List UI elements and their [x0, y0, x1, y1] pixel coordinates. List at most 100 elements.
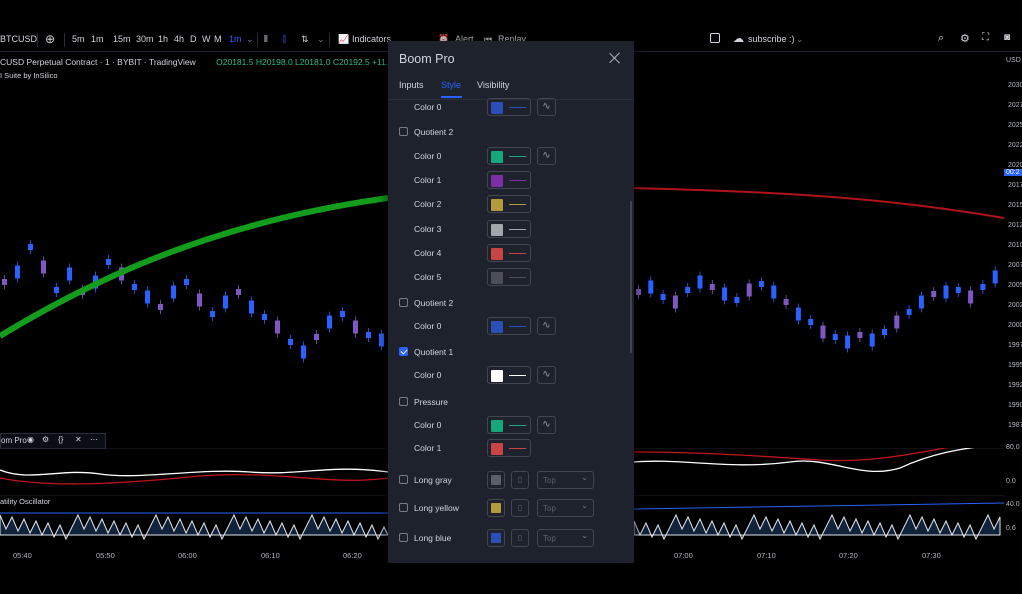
chevron-down-icon[interactable]: ⌄	[317, 34, 325, 44]
shape-color-picker[interactable]	[487, 471, 505, 489]
timeframe-15m[interactable]: 15m	[113, 34, 131, 44]
timeframe-w[interactable]: W	[202, 34, 211, 44]
price-tick: 2030	[1008, 82, 1022, 89]
osc2-tick: 40.0	[1006, 501, 1020, 508]
close-icon[interactable]	[608, 51, 622, 65]
shape-checkbox[interactable]	[399, 503, 408, 512]
eye-icon[interactable]: ◉	[27, 435, 34, 444]
price-tick: 2002	[1008, 302, 1022, 309]
volatility-oscillator-pane[interactable]	[0, 495, 1004, 547]
timeframe-5m[interactable]: 5m	[72, 34, 85, 44]
more-icon[interactable]: ⋯	[90, 435, 98, 444]
layout-square-icon[interactable]	[710, 33, 720, 43]
bar-style-icon[interactable]: ⫴	[264, 34, 268, 44]
line-style-icon[interactable]: ⇅	[301, 34, 309, 44]
symbol-button[interactable]: BTCUSD	[0, 34, 38, 44]
section-label: Quotient 1	[414, 347, 454, 357]
symbol-description: CUSD Perpetual Contract · 1 · BYBIT · Tr…	[0, 57, 196, 67]
currency-label: USD	[1006, 57, 1021, 64]
color-picker[interactable]	[487, 195, 531, 213]
shape-icon[interactable]: ▯	[511, 499, 529, 517]
color-row: Color 4	[388, 244, 634, 264]
position-select[interactable]: Top ⌄	[537, 499, 594, 517]
close-icon[interactable]: ✕	[75, 435, 82, 444]
color-label: Color 1	[414, 443, 442, 453]
timeframe-1h[interactable]: 1h	[158, 34, 169, 44]
shape-color-picker[interactable]	[487, 529, 505, 547]
tab-inputs[interactable]: Inputs	[399, 80, 424, 90]
chevron-down-icon[interactable]: ⌄	[796, 34, 804, 44]
color-picker[interactable]	[487, 98, 531, 116]
color-picker[interactable]	[487, 147, 531, 165]
timeframe-d[interactable]: D	[190, 34, 197, 44]
camera-icon[interactable]: ◙	[1004, 32, 1011, 43]
price-chart[interactable]	[0, 52, 1004, 432]
replay-button[interactable]: Replay	[498, 34, 527, 44]
candle	[379, 333, 384, 347]
color-label: Color 3	[414, 224, 442, 234]
compare-plus-icon[interactable]: ⊕	[45, 32, 56, 46]
alert-button[interactable]: Alert	[455, 34, 474, 44]
indicators-icon[interactable]: 📈	[338, 34, 350, 44]
color-picker[interactable]	[487, 220, 531, 238]
position-select[interactable]: Top ⌄	[537, 471, 594, 489]
color-label: Color 0	[414, 151, 442, 161]
color-picker[interactable]	[487, 416, 531, 434]
source-code-icon[interactable]: {}	[58, 435, 64, 444]
plot-style-icon[interactable]: ∿	[537, 317, 556, 335]
shape-color-picker[interactable]	[487, 499, 505, 517]
boom-oscillator-pane[interactable]	[0, 448, 1004, 494]
color-picker[interactable]	[487, 244, 531, 262]
line-preview	[509, 180, 526, 182]
replay-icon[interactable]: ⏮	[484, 34, 493, 44]
candle	[275, 320, 280, 334]
plot-style-icon[interactable]: ∿	[537, 416, 556, 434]
section-checkbox[interactable]	[399, 298, 408, 307]
color-swatch	[491, 420, 503, 432]
timeframe-m[interactable]: M	[214, 34, 222, 44]
timeframe-1m[interactable]: 1m	[91, 34, 104, 44]
gear-icon[interactable]: ⚙	[42, 435, 50, 444]
toolbar-divider	[257, 33, 258, 47]
shape-checkbox[interactable]	[399, 533, 408, 542]
dialog-scrollbar[interactable]	[630, 201, 632, 353]
candle	[795, 307, 801, 321]
price-axis[interactable]: USD 2030 2027 2025 2022 2020 2017 2015 2012 2010…	[1004, 52, 1022, 547]
color-picker[interactable]	[487, 366, 531, 384]
position-select[interactable]: Top ⌄	[537, 529, 594, 547]
timeframe-active-1m[interactable]: 1m	[229, 34, 242, 44]
candle-style-icon[interactable]: ⫿	[283, 34, 286, 44]
section-label: Quotient 2	[414, 127, 454, 137]
color-picker[interactable]	[487, 439, 531, 457]
indicators-button[interactable]: Indicators	[352, 34, 392, 44]
color-picker[interactable]	[487, 268, 531, 286]
chevron-down-icon: ⌄	[581, 473, 588, 482]
chevron-down-icon[interactable]: ⌄	[246, 34, 254, 44]
shape-icon[interactable]: ▯	[511, 529, 529, 547]
cloud-icon[interactable]: ☁	[733, 33, 744, 45]
color-label: Color 4	[414, 248, 442, 258]
search-icon[interactable]: ⌕	[938, 32, 945, 44]
color-swatch	[491, 102, 503, 114]
color-picker[interactable]	[487, 171, 531, 189]
fullscreen-icon[interactable]: ⛶	[982, 32, 989, 43]
candle	[685, 287, 691, 293]
section-checkbox[interactable]	[399, 397, 408, 406]
gear-icon[interactable]: ⚙	[960, 33, 970, 45]
tab-visibility[interactable]: Visibility	[477, 80, 510, 90]
subscribe-label[interactable]: subscribe :)	[748, 34, 795, 44]
plot-style-icon[interactable]: ∿	[537, 147, 556, 165]
tab-style[interactable]: Style	[441, 80, 462, 90]
timeframe-4h[interactable]: 4h	[174, 34, 185, 44]
timeframe-30m[interactable]: 30m	[136, 34, 154, 44]
color-swatch	[491, 224, 503, 236]
plot-style-icon[interactable]: ∿	[537, 98, 556, 116]
plot-style-icon[interactable]: ∿	[537, 366, 556, 384]
alert-icon[interactable]: ⏰	[438, 34, 450, 44]
shape-icon[interactable]: ▯	[511, 471, 529, 489]
section-checkbox[interactable]	[399, 347, 408, 356]
indicator-legend-bar[interactable]: om Pro ◉ ⚙ {} ✕ ⋯	[0, 433, 106, 449]
section-checkbox[interactable]	[399, 127, 408, 136]
color-picker[interactable]	[487, 317, 531, 335]
shape-checkbox[interactable]	[399, 475, 408, 484]
